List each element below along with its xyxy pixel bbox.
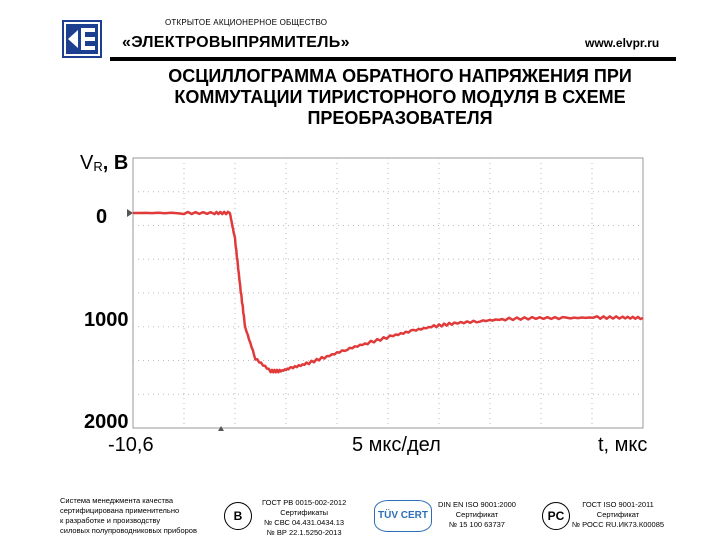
y-axis-label: VR, В	[80, 152, 128, 175]
pc-cert-badge-icon: PC	[542, 502, 570, 530]
cert3-line: Сертификат	[455, 510, 499, 519]
y-axis-label-sub: R	[93, 159, 103, 174]
org-kind-text: ОТКРЫТОЕ АКЦИОНЕРНОЕ ОБЩЕСТВО	[165, 18, 328, 27]
slide-title-line-2: КОММУТАЦИИ ТИРИСТОРНОГО МОДУЛЯ В СХЕМЕ	[174, 87, 626, 107]
cert-din-en-iso: DIN EN ISO 9001:2000 Сертификат № 15 100…	[438, 500, 516, 530]
cert2-line: Сертификаты	[280, 508, 329, 517]
military-cert-badge-icon: В	[224, 502, 252, 530]
cert1-line: Система менеджмента качества	[60, 496, 174, 505]
cert4-line: ГОСТ ISO 9001-2011	[582, 500, 654, 509]
cert3-line: № 15 100 63737	[448, 520, 505, 529]
cert-quality-system: Система менеджмента качества сертифициро…	[60, 496, 197, 536]
slide-title: ОСЦИЛЛОГРАММА ОБРАТНОГО НАПРЯЖЕНИЯ ПРИ К…	[100, 66, 700, 129]
header-divider	[110, 57, 676, 61]
cert2-line: № СВС 04.431.0434.13	[264, 518, 345, 527]
y-axis-label-main: V	[80, 152, 94, 174]
voltage-trace	[133, 210, 644, 374]
y-tick-2000: 2000	[84, 411, 129, 433]
chart-grid	[133, 158, 643, 428]
time-marker-icon	[218, 426, 224, 431]
y-axis-label-unit: , В	[102, 152, 129, 174]
slide-title-line-3: ПРЕОБРАЗОВАТЕЛЯ	[307, 108, 493, 128]
cert4-line: Сертификат	[596, 510, 640, 519]
cert2-line: № ВР 22.1.5250-2013	[266, 528, 342, 537]
cert1-line: силовых полупроводниковых приборов	[60, 526, 197, 535]
cert1-line: сертифицирована применительно	[60, 506, 180, 515]
cert-gost-iso: ГОСТ ISO 9001-2011 Сертификат № РОСС RU.…	[572, 500, 664, 530]
cert1-line: к разработке и производству	[60, 516, 161, 525]
x-tick-start: -10,6	[108, 434, 154, 456]
x-axis-label: t, мкс	[598, 434, 648, 456]
website-link[interactable]: www.elvpr.ru	[585, 36, 660, 50]
company-logo-icon	[62, 20, 102, 58]
x-scale-label: 5 мкс/дел	[352, 434, 441, 456]
slide-title-line-1: ОСЦИЛЛОГРАММА ОБРАТНОГО НАПРЯЖЕНИЯ ПРИ	[168, 66, 632, 86]
cert-gost-rv: ГОСТ РВ 0015-002-2012 Сертификаты № СВС …	[262, 498, 346, 538]
cert2-line: ГОСТ РВ 0015-002-2012	[262, 498, 347, 507]
cert4-line: № РОСС RU.ИК73.К00085	[572, 520, 665, 529]
y-tick-0: 0	[96, 206, 108, 228]
org-name-text: «ЭЛЕКТРОВЫПРЯМИТЕЛЬ»	[122, 34, 350, 51]
trigger-marker-icon	[127, 209, 133, 217]
cert3-line: DIN EN ISO 9001:2000	[438, 500, 516, 509]
tuv-cert-badge-icon: TÜV CERT	[374, 500, 432, 532]
y-tick-1000: 1000	[84, 309, 129, 331]
